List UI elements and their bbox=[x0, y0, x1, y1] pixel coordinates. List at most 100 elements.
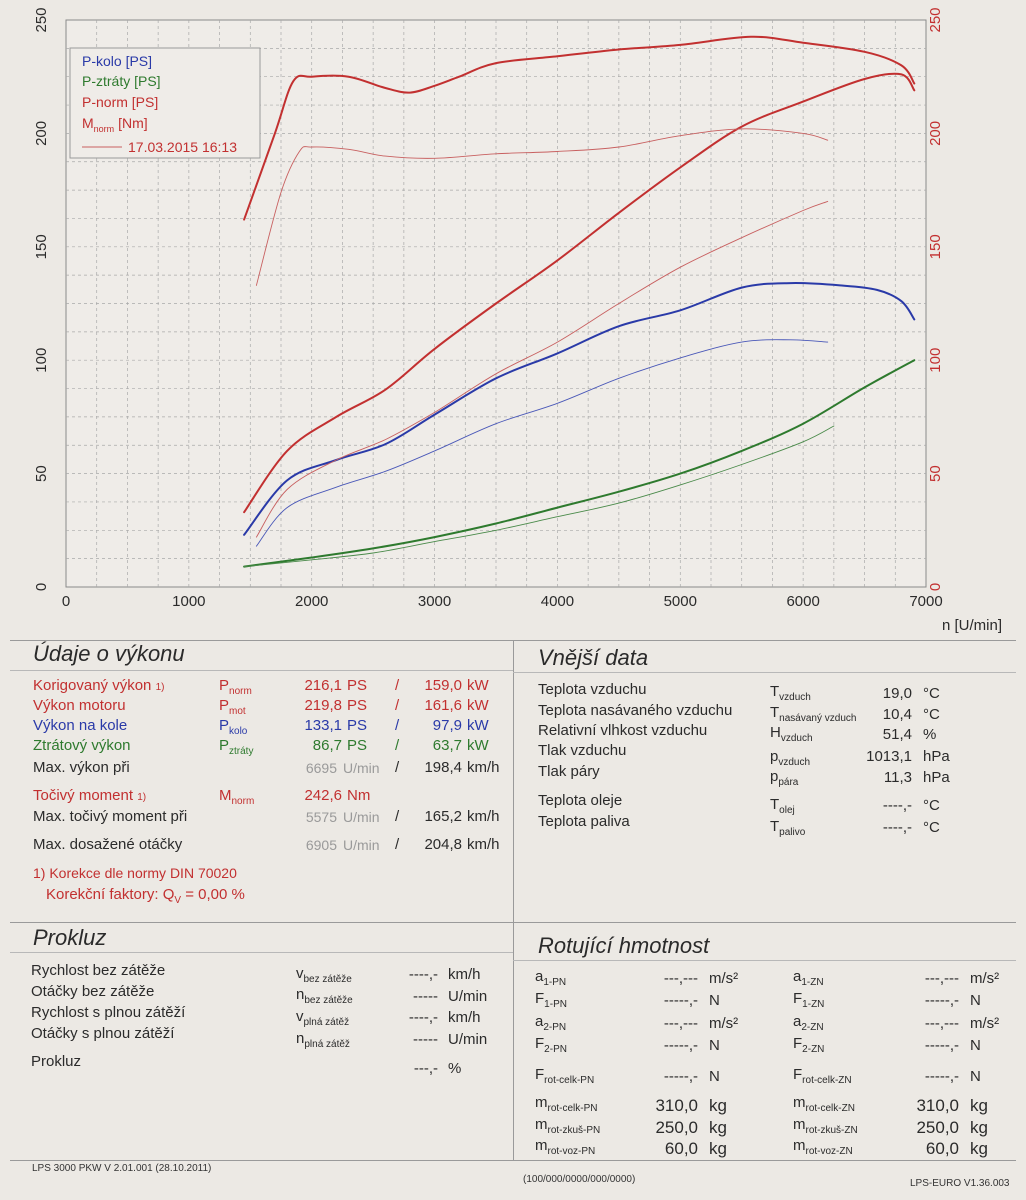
perf-sep: / bbox=[395, 717, 400, 734]
series-layer bbox=[243, 35, 916, 568]
perf-sub: mot bbox=[229, 706, 246, 717]
rot-value: ---,--- bbox=[924, 1015, 959, 1032]
ext-sub: vzduch bbox=[778, 757, 811, 768]
x-tick-label: 5000 bbox=[664, 593, 697, 610]
rot-sub: rot-zkuš-PN bbox=[547, 1125, 601, 1136]
max-power-label: Max. výkon při bbox=[33, 759, 130, 776]
title-underline-left-2 bbox=[10, 952, 513, 953]
x-tick-label: 0 bbox=[62, 593, 70, 610]
perf-value-ps: 216,1 bbox=[304, 677, 342, 694]
rot-sub: rot-voz-PN bbox=[547, 1146, 596, 1157]
series-line-p-kolo-thin bbox=[255, 339, 829, 547]
legend-m-norm-sub: norm bbox=[94, 124, 115, 134]
y-right-tick-label: 150 bbox=[927, 234, 944, 259]
ext-sym: p bbox=[770, 768, 779, 785]
rotating-title: Rotující hmotnost bbox=[538, 933, 710, 958]
perf-sym: P bbox=[219, 677, 230, 694]
rot-unit: kg bbox=[709, 1096, 727, 1115]
performance-title: Údaje o výkonu bbox=[33, 641, 185, 666]
rot-value: 60,0 bbox=[664, 1139, 698, 1158]
ext-sub: pára bbox=[778, 777, 799, 788]
slip-symbol: vplná zátěž bbox=[296, 1008, 349, 1028]
rot-unit: N bbox=[970, 992, 981, 1009]
y-right-tick-label: 100 bbox=[927, 348, 944, 373]
slip-sym: v bbox=[296, 1008, 304, 1025]
slip-unit: km/h bbox=[448, 1009, 481, 1026]
perf-label-text: Korigovaný výkon bbox=[33, 677, 152, 694]
max-power-rpm-unit: U/min bbox=[343, 760, 380, 776]
y-right-tick-label: 200 bbox=[927, 121, 944, 146]
rot-unit: N bbox=[970, 1068, 981, 1085]
perf-value-ps: 86,7 bbox=[312, 737, 342, 754]
series-line-m-norm bbox=[243, 35, 916, 221]
perf-label: Výkon motoru bbox=[33, 697, 126, 714]
rot-sub: 2-ZN bbox=[801, 1022, 824, 1033]
slip-unit: km/h bbox=[448, 966, 481, 983]
perf-unit-ps: PS bbox=[347, 737, 368, 754]
slip-sub: bez zátěže bbox=[303, 974, 352, 985]
rot-unit: N bbox=[709, 1068, 720, 1085]
perf-unit-ps: PS bbox=[347, 677, 368, 694]
ext-value: 19,0 bbox=[882, 685, 912, 702]
perf-unit-ps: PS bbox=[347, 697, 368, 714]
perf-symbol: Pmot bbox=[219, 697, 246, 717]
slip-value: ----- bbox=[413, 988, 438, 1005]
ext-symbol: pvzduch bbox=[770, 748, 811, 768]
rot-symbol: mrot-zkuš-ZN bbox=[793, 1116, 858, 1136]
slip-unit: U/min bbox=[448, 988, 488, 1005]
perf-value-ps: 133,1 bbox=[304, 717, 342, 734]
torque-unit: Nm bbox=[347, 787, 371, 804]
x-tick-label: 2000 bbox=[295, 593, 328, 610]
rot-symbol: F2-ZN bbox=[793, 1035, 825, 1055]
ext-value: ----,- bbox=[882, 819, 912, 836]
ext-sub: olej bbox=[779, 805, 795, 816]
perf-value-kw: 161,6 bbox=[424, 697, 462, 714]
external-title: Vnější data bbox=[538, 645, 649, 670]
series-line-p-norm bbox=[243, 72, 916, 514]
perf-symbol: Pztráty bbox=[219, 737, 253, 757]
legend-p-kolo: P-kolo [PS] bbox=[82, 53, 152, 69]
rot-symbol: mrot-celk-PN bbox=[535, 1094, 598, 1114]
max-torque-speed-unit: km/h bbox=[467, 808, 500, 825]
rot-value: -----,- bbox=[663, 1037, 698, 1054]
perf-sep: / bbox=[395, 737, 400, 754]
ext-sym: T bbox=[770, 683, 780, 700]
ext-value: 1013,1 bbox=[866, 748, 912, 765]
x-tick-label: 4000 bbox=[541, 593, 574, 610]
perf-symbol: Pkolo bbox=[219, 717, 247, 737]
rot-sub: rot-celk-PN bbox=[544, 1075, 595, 1086]
rot-sym: m bbox=[535, 1137, 548, 1154]
rot-unit: N bbox=[970, 1037, 981, 1054]
footer-code: (100/000/0000/000/0000) bbox=[523, 1174, 636, 1185]
slip-sub: plná zátěž bbox=[304, 1039, 350, 1050]
rot-sym: m bbox=[793, 1094, 806, 1111]
rot-sub: rot-voz-ZN bbox=[805, 1146, 853, 1157]
rot-unit: m/s² bbox=[970, 1015, 1000, 1032]
max-rpm-unit: U/min bbox=[343, 837, 380, 853]
torque-note: 1) bbox=[137, 792, 147, 803]
torque-label: Točivý moment 1) bbox=[33, 787, 146, 804]
slip-unit: U/min bbox=[448, 1031, 488, 1048]
rot-value: 250,0 bbox=[916, 1118, 959, 1137]
perf-label: Ztrátový výkon bbox=[33, 737, 131, 754]
legend-m-norm-symbol: M bbox=[82, 115, 94, 131]
rot-sym: F bbox=[793, 1066, 803, 1083]
y-left-tick-label: 0 bbox=[33, 583, 50, 591]
slip-label: Rychlost bez zátěže bbox=[31, 962, 166, 979]
ext-sub: palivo bbox=[779, 827, 806, 838]
slip-sym: n bbox=[296, 986, 305, 1003]
x-tick-label: 1000 bbox=[172, 593, 205, 610]
ext-sym: T bbox=[770, 796, 780, 813]
x-tick-label: 6000 bbox=[786, 593, 819, 610]
perf-label: Korigovaný výkon 1) bbox=[33, 677, 164, 694]
rot-value: -----,- bbox=[924, 1068, 959, 1085]
perf-value-kw: 159,0 bbox=[424, 677, 462, 694]
rot-sub: 2-ZN bbox=[802, 1044, 825, 1055]
ext-sub: vzduch bbox=[779, 692, 811, 703]
ext-value: 51,4 bbox=[882, 726, 912, 743]
y-right-tick-label: 50 bbox=[927, 465, 944, 482]
perf-unit-ps: PS bbox=[347, 717, 368, 734]
rot-value: -----,- bbox=[924, 1037, 959, 1054]
rot-value: -----,- bbox=[663, 992, 698, 1009]
prokluz-label: Prokluz bbox=[31, 1053, 82, 1070]
